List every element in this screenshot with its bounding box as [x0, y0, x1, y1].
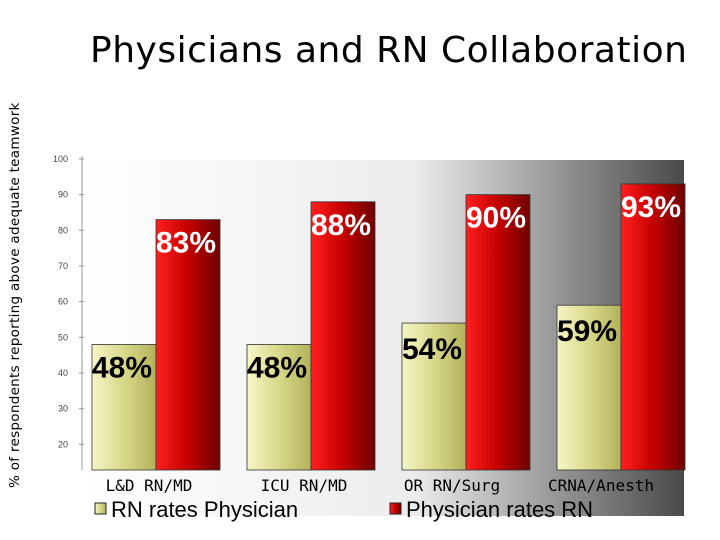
- legend-background: [84, 468, 684, 516]
- data-label: 83%: [156, 227, 216, 260]
- data-label: 88%: [311, 209, 371, 242]
- data-label: 48%: [92, 351, 152, 384]
- y-tick-label: 70: [58, 261, 68, 271]
- y-tick-label: 40: [58, 368, 68, 378]
- legend-swatch: [389, 502, 402, 515]
- legend-label: Physician rates RN: [406, 497, 593, 522]
- y-tick-label: 90: [58, 190, 68, 200]
- bar-rn-rates-physician: [556, 304, 622, 471]
- y-tick-label: 50: [58, 332, 68, 342]
- legend-swatch: [94, 502, 107, 515]
- y-tick-label: 80: [58, 225, 68, 235]
- x-category-label: L&D RN/MD: [106, 476, 193, 495]
- x-category-label: OR RN/Surg: [404, 476, 500, 495]
- y-tick-label: 100: [53, 154, 68, 164]
- bar-physician-rates-rn: [155, 219, 221, 471]
- bar-rn-rates-physician: [246, 344, 312, 471]
- data-label: 54%: [402, 333, 462, 366]
- chart-title: Physicians and RN Collaboration: [90, 30, 688, 71]
- data-label: 90%: [466, 202, 526, 235]
- data-label: 93%: [621, 191, 681, 224]
- bar-rn-rates-physician: [91, 344, 157, 471]
- bar-physician-rates-rn: [310, 201, 376, 471]
- legend-label: RN rates Physician: [111, 497, 298, 522]
- y-tick-label: 30: [58, 404, 68, 414]
- bar-physician-rates-rn: [620, 183, 686, 471]
- x-category-label: ICU RN/MD: [261, 476, 348, 495]
- bar-rn-rates-physician: [401, 322, 467, 471]
- bar-physician-rates-rn: [465, 194, 531, 471]
- y-tick-label: 20: [58, 439, 68, 449]
- y-tick-label: 60: [58, 297, 68, 307]
- data-label: 48%: [247, 351, 307, 384]
- x-category-label: CRNA/Anesth: [548, 476, 654, 495]
- data-label: 59%: [557, 315, 617, 348]
